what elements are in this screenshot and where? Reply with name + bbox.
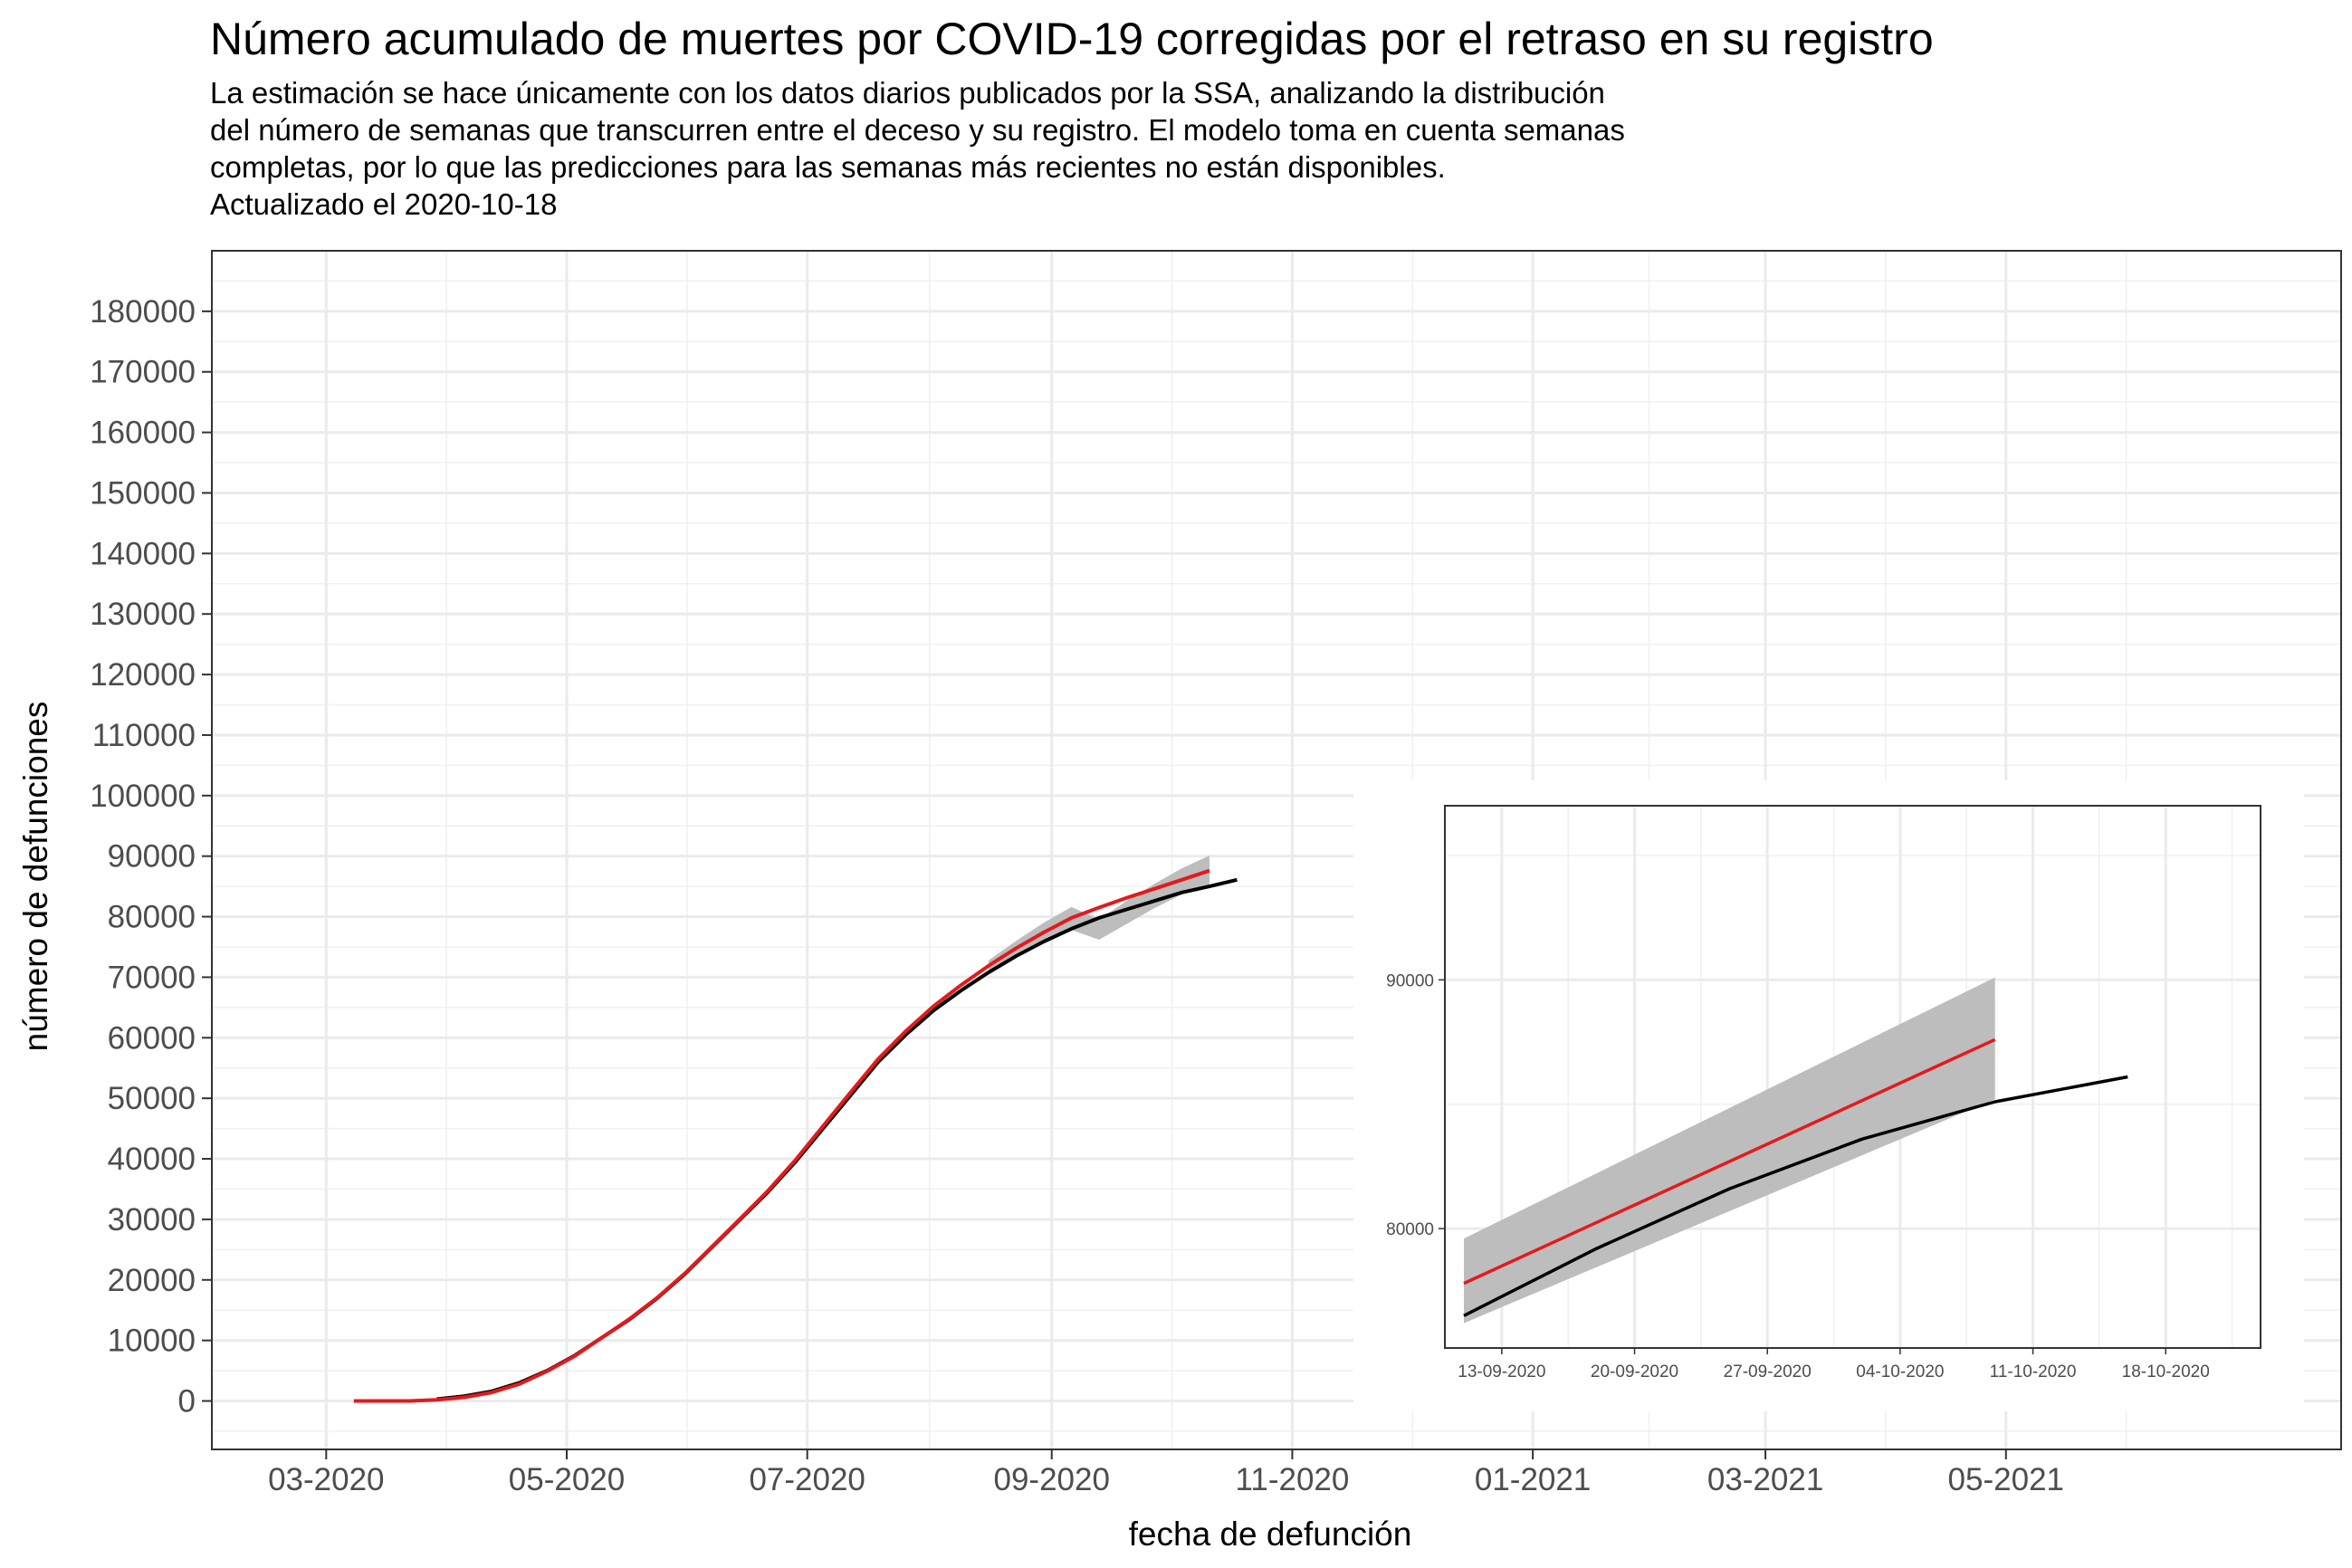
x-tick-label: 07-2020	[749, 1462, 865, 1497]
y-tick-label: 80000	[108, 900, 196, 935]
panel-border	[211, 250, 2342, 1450]
inset-x-tick-label: 04-10-2020	[1856, 1362, 1944, 1382]
y-tick-label: 120000	[90, 657, 196, 693]
inset-x-tick-label: 18-10-2020	[2122, 1362, 2210, 1382]
inset-corrected-line	[1463, 1037, 1996, 1286]
inset-y-tick-label: 80000	[1386, 1220, 1434, 1239]
chart-title: Número acumulado de muertes por COVID-19…	[210, 14, 1934, 64]
inset-x-tick-label: 11-10-2020	[1990, 1362, 2077, 1382]
inset-observed-line	[1463, 1075, 2128, 1317]
y-axis-label: número de defunciones	[17, 702, 54, 1052]
x-axis-label: fecha de defunción	[1129, 1515, 1412, 1553]
chart-subtitle: La estimación se hace únicamente con los…	[210, 74, 1934, 223]
confidence-band	[989, 856, 1209, 975]
corrected-line	[353, 868, 1210, 1403]
x-tick-label: 09-2020	[994, 1462, 1110, 1497]
x-tick-label: 01-2021	[1475, 1462, 1591, 1497]
x-tick-label: 03-2020	[268, 1462, 384, 1497]
y-tick-label: 20000	[108, 1263, 196, 1298]
y-tick-label: 150000	[90, 475, 196, 511]
y-tick-label: 50000	[108, 1081, 196, 1116]
y-tick-label: 10000	[108, 1324, 196, 1359]
y-tick-label: 90000	[108, 839, 196, 875]
inset-confidence-band	[1464, 977, 1995, 1324]
inset-x-tick-label: 27-09-2020	[1724, 1362, 1812, 1382]
subtitle-line-2: del número de semanas que transcurren en…	[210, 113, 1625, 147]
y-tick-label: 100000	[90, 779, 196, 814]
subtitle-line-1: La estimación se hace únicamente con los…	[210, 76, 1605, 110]
y-tick-label: 30000	[108, 1202, 196, 1238]
y-tick-label: 130000	[90, 597, 196, 632]
y-tick-label: 180000	[90, 294, 196, 330]
x-tick-label: 11-2020	[1235, 1462, 1349, 1497]
x-tick-label: 03-2021	[1707, 1462, 1823, 1497]
y-tick-label: 160000	[90, 416, 196, 451]
x-tick-label: 05-2021	[1948, 1462, 2064, 1497]
inset-x-tick-label: 20-09-2020	[1591, 1362, 1678, 1382]
y-tick-label: 170000	[90, 355, 196, 390]
subtitle-line-4: Actualizado el 2020-10-18	[210, 187, 558, 221]
y-tick-label: 40000	[108, 1142, 196, 1177]
y-tick-label: 0	[178, 1384, 196, 1420]
subtitle-line-3: completas, por lo que las predicciones p…	[210, 150, 1446, 184]
title-block: Número acumulado de muertes por COVID-19…	[210, 11, 1934, 223]
y-tick-label: 60000	[108, 1020, 196, 1056]
inset-border	[1444, 805, 2261, 1349]
y-tick-label: 110000	[92, 718, 196, 753]
y-tick-label: 140000	[90, 536, 196, 571]
y-tick-label: 70000	[108, 960, 196, 995]
axes: 0 10000 20000 30000 40000 50000 60000 70000 8000…	[90, 294, 2064, 1497]
x-tick-label: 05-2020	[509, 1462, 625, 1497]
inset-y-tick-label: 90000	[1386, 971, 1434, 990]
inset-panel: 80000 90000 13-09-2020 20-09-2020 27-09-2020…	[1353, 780, 2304, 1411]
inset-x-tick-label: 13-09-2020	[1458, 1362, 1545, 1382]
